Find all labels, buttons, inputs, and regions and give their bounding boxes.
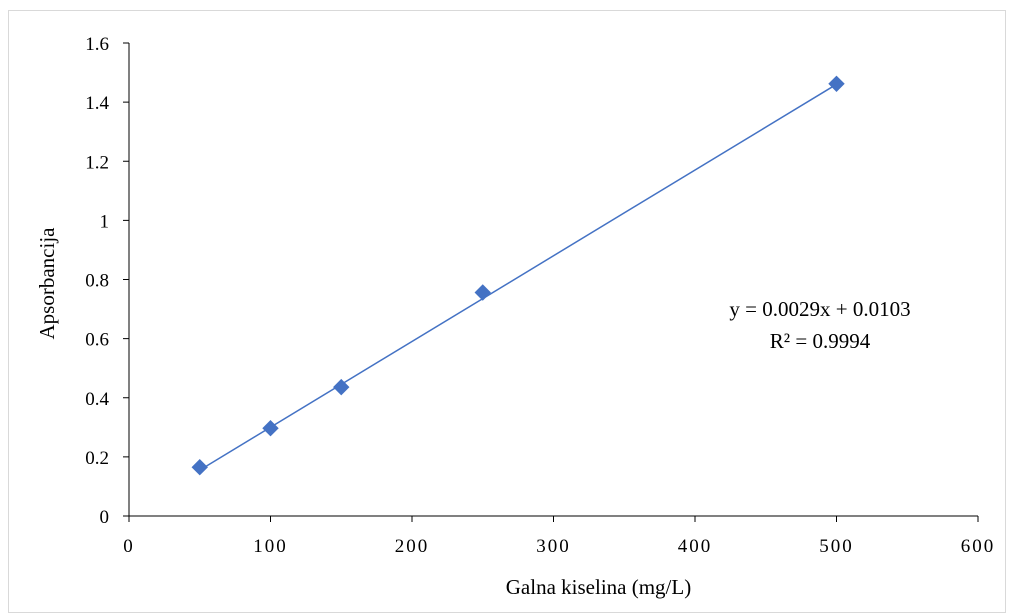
y-axis-title: Apsorbancija [35, 227, 59, 340]
x-tick-label: 100 [253, 536, 288, 557]
y-tick-label: 0.6 [85, 330, 109, 351]
y-tick-label: 1 [100, 211, 110, 232]
y-tick-label: 0 [100, 507, 110, 528]
x-axis-title: Galna kiselina (mg/L) [506, 575, 691, 599]
x-tick-label: 300 [536, 536, 571, 557]
y-tick-label: 1.6 [85, 34, 109, 55]
y-tick-label: 0.2 [85, 448, 109, 469]
y-tick-label: 1.4 [85, 93, 109, 114]
y-tick-label: 1.2 [85, 152, 109, 173]
axes [123, 42, 979, 522]
data-points [191, 75, 845, 476]
tick-labels: 0 0.2 0.4 0.6 0.8 1 1.2 1.4 1.6 0 100 200 300 400 500 6… [85, 34, 996, 557]
x-tick-label: 200 [395, 536, 430, 557]
x-tick-label: 600 [961, 536, 996, 557]
x-tick-label: 400 [678, 536, 713, 557]
trendline-group [199, 83, 837, 471]
trendline-equation: y = 0.0029x + 0.0103 [729, 297, 910, 321]
data-point [474, 284, 491, 301]
y-tick-label: 0.4 [85, 389, 109, 410]
data-point [262, 419, 279, 437]
y-tick-label: 0.8 [85, 271, 109, 292]
r-squared-label: R² = 0.9994 [770, 329, 871, 353]
chart-frame [8, 10, 1006, 613]
data-point [333, 378, 350, 396]
trendline [199, 83, 837, 471]
x-tick-label: 0 [123, 536, 135, 557]
x-tick-label: 500 [819, 536, 854, 557]
data-point [828, 75, 845, 93]
data-point [191, 459, 208, 476]
